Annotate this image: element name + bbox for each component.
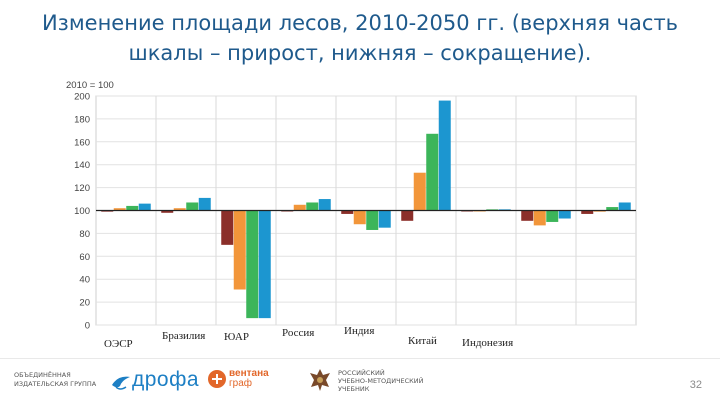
y-tick-label: 120 (74, 183, 90, 194)
y-tick-label: 60 (79, 252, 90, 263)
drofa-label: дрофа (132, 368, 200, 391)
bar (546, 210, 559, 222)
bar (306, 202, 319, 211)
y-tick-labels: 0 20 40 60 80 100 120 140 160 180 200 (74, 92, 90, 332)
bar (558, 210, 571, 219)
bar (521, 210, 534, 221)
category-label: Бразилия (162, 330, 205, 342)
bar (293, 204, 306, 211)
bar (533, 210, 546, 226)
y-tick-label: 200 (74, 92, 90, 103)
bar (318, 199, 331, 211)
y-tick-label: 80 (79, 229, 90, 240)
bar (161, 210, 174, 213)
category-label: Индия (344, 325, 374, 337)
bar (413, 172, 426, 211)
y-tick-label: 100 (74, 206, 90, 217)
publisher-line1: ОБЪЕДИНЁННАЯ (14, 371, 71, 379)
bar (233, 210, 246, 290)
eagle-emblem-icon (310, 369, 330, 391)
footer: ОБЪЕДИНЁННАЯ ИЗДАТЕЛЬСКАЯ ГРУППА дрофа в… (0, 358, 720, 406)
bar (198, 197, 211, 211)
bar (581, 210, 594, 214)
slide-title-line2: шкалы – прирост, нижняя – сокращение). (128, 41, 592, 65)
y-tick-label: 20 (79, 298, 90, 309)
slide-title-line1: Изменение площади лесов, 2010-2050 гг. (… (41, 11, 679, 35)
bar (173, 208, 186, 211)
bar (113, 208, 126, 211)
ventana-label-2: граф (229, 378, 252, 389)
category-label: ОЭСР (104, 338, 133, 350)
category-label: Китай (408, 335, 437, 347)
y-tick-label: 160 (74, 137, 90, 148)
bar (186, 202, 199, 211)
bar (341, 210, 354, 214)
bar (606, 207, 619, 211)
rus-line2: УЧЕБНО-МЕТОДИЧЕСКИЙ (338, 377, 424, 385)
y-tick-label: 180 (74, 114, 90, 125)
bar (618, 202, 631, 211)
publisher-line2: ИЗДАТЕЛЬСКАЯ ГРУППА (14, 380, 97, 388)
y-tick-label: 140 (74, 160, 90, 171)
bird-icon (112, 376, 130, 390)
bar (401, 210, 414, 221)
bar (438, 100, 451, 211)
forest-area-chart: 2010 = 100 0 20 40 60 80 100 120 140 160 180 200 О… (66, 80, 637, 350)
bar (378, 210, 391, 228)
bar (246, 210, 259, 319)
page-number: 32 (689, 379, 702, 391)
bar (221, 210, 234, 245)
axis-unit-label: 2010 = 100 (66, 80, 114, 91)
bar (366, 210, 379, 230)
category-label: Индонезия (462, 337, 513, 349)
y-tick-label: 0 (85, 321, 90, 332)
category-label: Россия (282, 327, 314, 339)
bar (353, 210, 366, 225)
bar (426, 133, 439, 211)
bar (258, 210, 271, 319)
category-label: ЮАР (224, 331, 249, 343)
window-icon (208, 370, 226, 388)
rus-line3: УЧЕБНИК (338, 385, 370, 393)
bar (126, 205, 139, 211)
category-labels: ОЭСР Бразилия ЮАР Россия Индия Китай Индонезия (104, 325, 513, 350)
rus-line1: РОССИЙСКИЙ (338, 369, 385, 377)
y-tick-label: 40 (79, 275, 90, 286)
slide-title: Изменение площади лесов, 2010-2050 гг. (… (20, 8, 700, 68)
ventana-label-1: вентана (229, 368, 269, 379)
bar (138, 203, 151, 211)
bars (96, 100, 636, 319)
